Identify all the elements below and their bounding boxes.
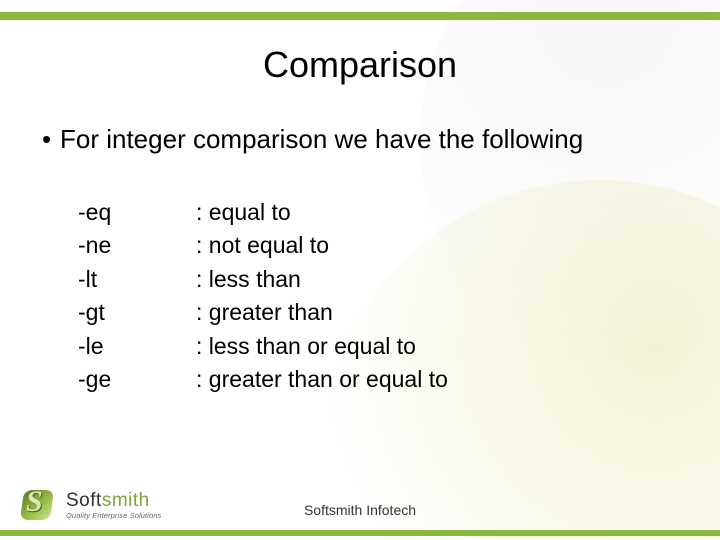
operator-desc: : less than — [196, 265, 301, 294]
operator-desc: : greater than or equal to — [196, 365, 448, 394]
bullet-icon: • — [42, 124, 60, 155]
bottom-accent-bar — [0, 530, 720, 536]
table-row: -le : less than or equal to — [78, 332, 448, 361]
slide-title: Comparison — [0, 44, 720, 86]
operator-name: -ge — [78, 365, 196, 394]
operator-name: -lt — [78, 265, 196, 294]
top-accent-bar — [0, 12, 720, 20]
slide: Comparison •For integer comparison we ha… — [0, 0, 720, 540]
operator-name: -ne — [78, 231, 196, 260]
intro-line: •For integer comparison we have the foll… — [42, 124, 660, 155]
operator-table: -eq : equal to -ne : not equal to -lt : … — [78, 198, 448, 399]
table-row: -gt : greater than — [78, 298, 448, 327]
operator-desc: : not equal to — [196, 231, 329, 260]
table-row: -ge : greater than or equal to — [78, 365, 448, 394]
operator-name: -le — [78, 332, 196, 361]
table-row: -lt : less than — [78, 265, 448, 294]
operator-desc: : equal to — [196, 198, 291, 227]
operator-desc: : greater than — [196, 298, 333, 327]
operator-name: -gt — [78, 298, 196, 327]
footer-text: Softsmith Infotech — [0, 502, 720, 518]
table-row: -eq : equal to — [78, 198, 448, 227]
intro-text: For integer comparison we have the follo… — [60, 124, 583, 154]
operator-name: -eq — [78, 198, 196, 227]
operator-desc: : less than or equal to — [196, 332, 416, 361]
table-row: -ne : not equal to — [78, 231, 448, 260]
